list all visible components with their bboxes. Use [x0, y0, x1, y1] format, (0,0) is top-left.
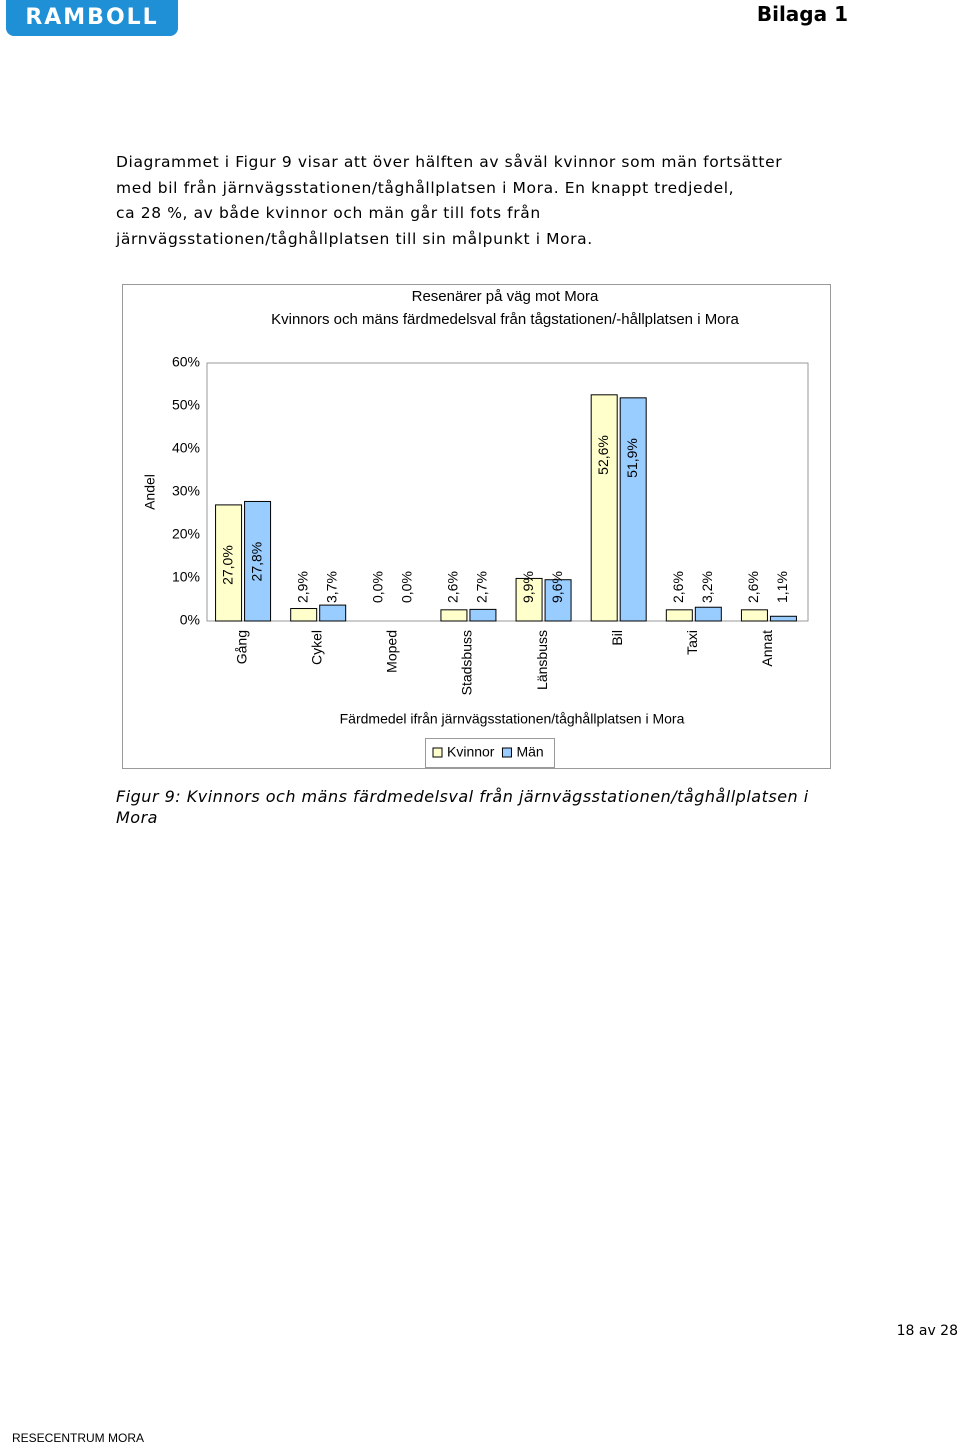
chart-subtitle: Kvinnors och mäns färdmedelsval från tåg…: [271, 311, 739, 328]
bar: [440, 609, 468, 622]
x-tick-label: Länsbuss: [534, 630, 550, 690]
value-label: 1,1%: [774, 571, 790, 603]
bar: [619, 397, 647, 622]
value-label: 2,6%: [670, 571, 686, 603]
y-tick-label: 40%: [172, 440, 200, 456]
bar: [694, 606, 722, 622]
chart-title: Resenärer på väg mot Mora: [412, 288, 599, 305]
paragraph-line: järnvägsstationen/tåghållplatsen till si…: [116, 230, 593, 249]
chart: Resenärer på väg mot Mora Kvinnors och m…: [122, 284, 831, 769]
x-tick-label: Gång: [233, 630, 249, 664]
value-label: 2,6%: [745, 571, 761, 603]
value-label: 9,9%: [520, 571, 536, 603]
y-tick-label: 20%: [172, 526, 200, 542]
x-tick-label: Cykel: [308, 630, 324, 665]
bar: [469, 608, 497, 622]
bar: [740, 609, 768, 622]
x-tick-label: Moped: [384, 630, 400, 673]
project-name: RESECENTRUM MORA: [12, 1431, 145, 1445]
legend-swatch: [501, 747, 512, 758]
page-number: 18 av 28: [896, 1323, 958, 1339]
y-tick-label: 60%: [172, 354, 200, 370]
value-label: 2,6%: [445, 571, 461, 603]
caption-line: Figur 9: Kvinnors och mäns färdmedelsval…: [116, 787, 809, 806]
legend-box: [425, 738, 555, 768]
value-label: 3,2%: [699, 571, 715, 603]
value-label: 2,9%: [294, 571, 310, 603]
bar: [290, 608, 318, 622]
x-tick-label: Stadsbuss: [459, 630, 475, 695]
legend-label: Kvinnor: [447, 744, 495, 760]
y-tick-label: 0%: [180, 612, 200, 628]
value-label: 27,0%: [219, 545, 235, 585]
x-tick-label: Annat: [759, 630, 775, 667]
value-label: 51,9%: [624, 438, 640, 478]
bar: [319, 604, 347, 622]
bar: [590, 394, 618, 622]
value-label: 0,0%: [399, 571, 415, 603]
y-tick-label: 50%: [172, 397, 200, 413]
value-label: 52,6%: [595, 435, 611, 475]
paragraph-line: ca 28 %, av både kvinnor och män går til…: [116, 204, 541, 223]
caption-line: Mora: [116, 808, 158, 827]
value-label: 9,6%: [549, 571, 565, 603]
y-tick-label: 30%: [172, 483, 200, 499]
paragraph: Diagrammet i Figur 9 visar att över hälf…: [116, 150, 782, 253]
value-label: 27,8%: [248, 542, 264, 582]
bar: [215, 504, 243, 622]
legend-label: Män: [516, 744, 543, 760]
bar: [665, 609, 693, 622]
bar: [544, 579, 572, 622]
value-label: 3,7%: [323, 571, 339, 603]
paragraph-line: med bil från järnvägsstationen/tåghållpl…: [116, 178, 735, 197]
bar: [769, 615, 797, 622]
y-tick-label: 10%: [172, 569, 200, 585]
value-label: 0,0%: [370, 571, 386, 603]
y-axis-title: Andel: [142, 474, 158, 510]
value-label: 2,7%: [474, 571, 490, 603]
appendix-label: Bilaga 1: [756, 2, 848, 26]
x-tick-label: Bil: [609, 630, 625, 646]
plot-area: [206, 362, 809, 622]
paragraph-line: Diagrammet i Figur 9 visar att över hälf…: [116, 153, 783, 171]
bar: [244, 500, 272, 622]
x-axis-title: Färdmedel ifrån järnvägsstationen/tåghål…: [340, 711, 685, 727]
bar: [515, 577, 543, 622]
caption: Figur 9: Kvinnors och mäns färdmedelsval…: [116, 786, 809, 828]
legend-swatch: [432, 747, 443, 758]
logo: RAMBOLL: [6, 0, 178, 36]
x-tick-label: Taxi: [684, 630, 700, 655]
